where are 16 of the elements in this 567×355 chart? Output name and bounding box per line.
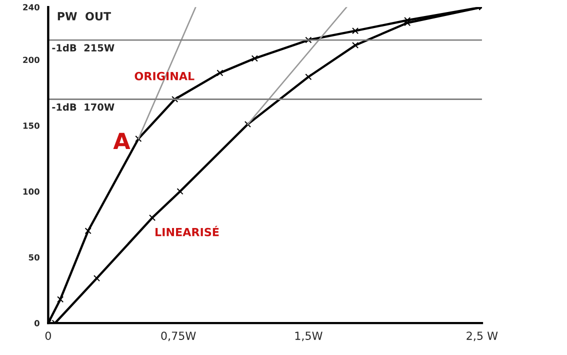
y-tick-label: 50 (28, 254, 40, 261)
y-tick-label: 240 (23, 4, 40, 10)
x-tick-label: 0,75W (161, 332, 196, 342)
x-tick-label: 1,5W (295, 332, 322, 342)
y-tick-label: 150 (23, 122, 40, 129)
annotation: A (113, 132, 130, 150)
ref-line-label: -1dB 170W (52, 103, 114, 111)
x-tick-label: 0 (45, 332, 51, 340)
x-tick-label: 2,5 W (466, 332, 498, 342)
y-tick-label: 100 (23, 188, 40, 195)
y-axis-title: PW OUT (58, 12, 111, 20)
y-tick-label: 200 (23, 56, 40, 64)
y-tick-label: 0 (34, 320, 40, 326)
series-label: LINEARISÉ (156, 226, 219, 236)
ref-line-label: -1dB 215W (52, 44, 114, 52)
series-label: ORIGINAL (134, 72, 194, 80)
